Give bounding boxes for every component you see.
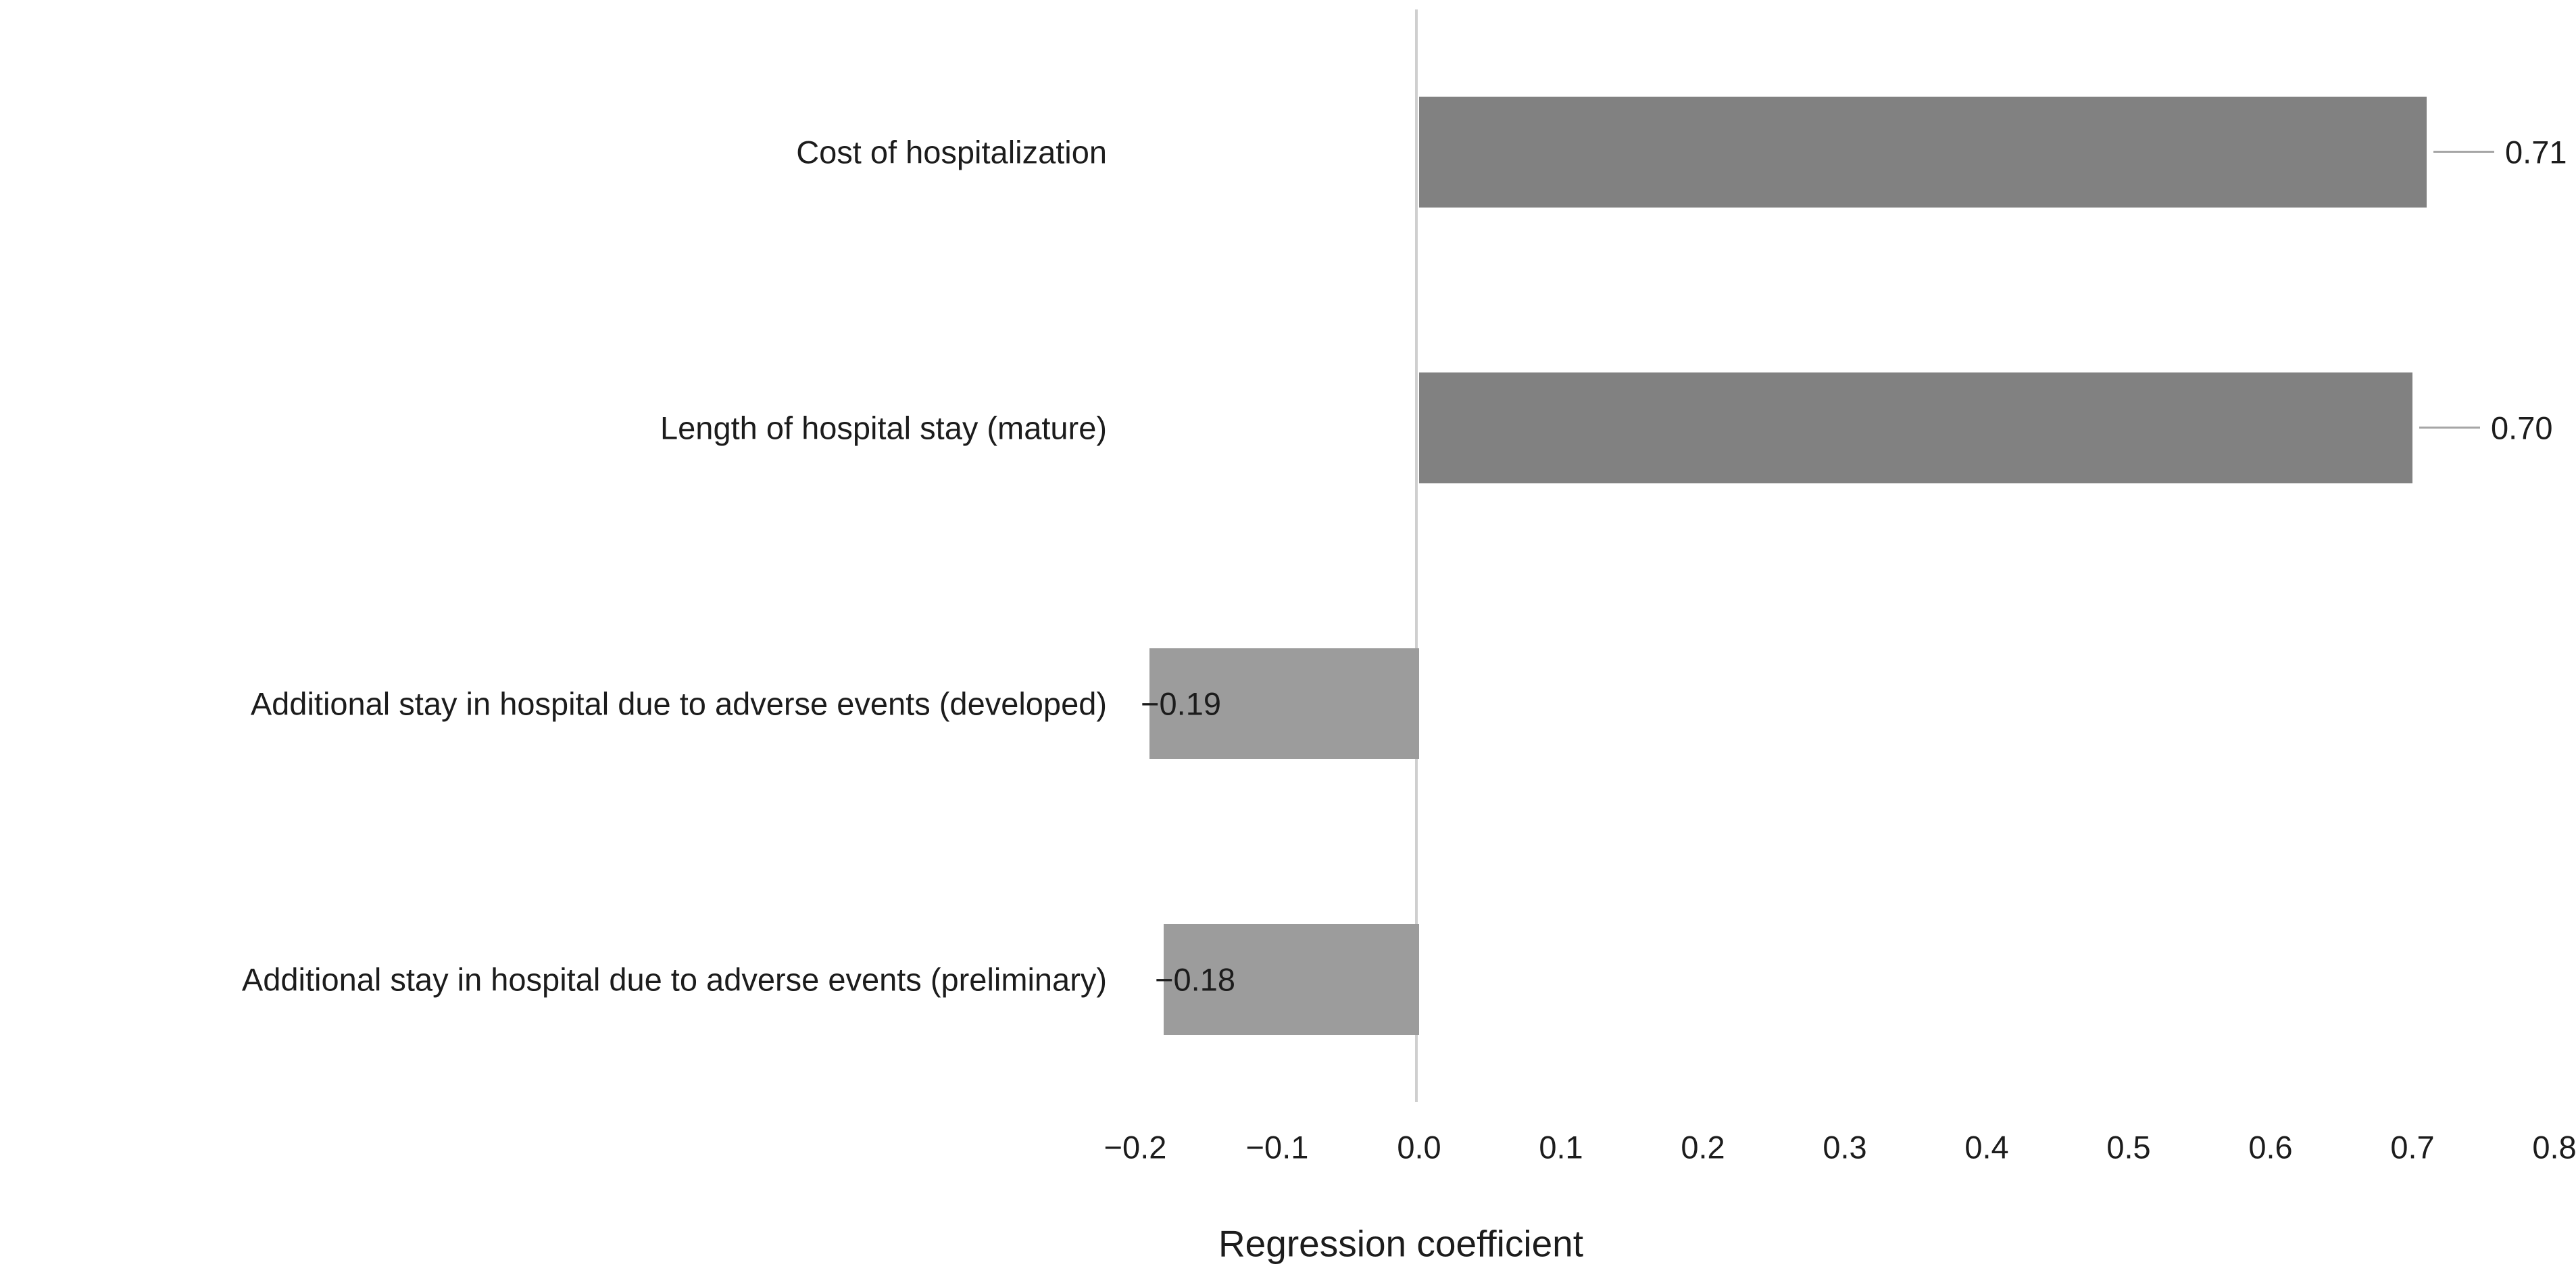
leader-line xyxy=(2419,427,2480,429)
bar xyxy=(1419,97,2427,208)
x-axis-tick-label: 0.4 xyxy=(1964,1129,2009,1165)
leader-line xyxy=(2433,151,2494,153)
bar xyxy=(1164,924,1419,1035)
x-axis-tick-label: −0.1 xyxy=(1245,1129,1309,1165)
x-axis-title: Regression coefficient xyxy=(1218,1222,1584,1265)
x-axis-tick-label: 0.8 xyxy=(2532,1129,2576,1165)
value-label: −0.19 xyxy=(1141,685,1221,722)
value-label: 0.71 xyxy=(2505,134,2567,170)
x-axis-tick-label: 0.3 xyxy=(1823,1129,1867,1165)
category-label: Cost of hospitalization xyxy=(796,134,1107,170)
category-label: Additional stay in hospital due to adver… xyxy=(250,685,1107,722)
x-axis-tick-label: 0.0 xyxy=(1397,1129,1441,1165)
x-axis-tick-label: −0.2 xyxy=(1104,1129,1167,1165)
value-label: −0.18 xyxy=(1155,961,1235,998)
bar xyxy=(1149,648,1419,759)
x-axis-tick-label: 0.2 xyxy=(1681,1129,1725,1165)
bar xyxy=(1419,372,2412,483)
zero-axis-line xyxy=(1415,9,1418,1102)
x-axis-tick-label: 0.5 xyxy=(2106,1129,2151,1165)
category-label: Additional stay in hospital due to adver… xyxy=(241,961,1107,998)
x-axis-tick-label: 0.7 xyxy=(2390,1129,2435,1165)
value-label: 0.70 xyxy=(2491,410,2553,446)
x-axis-tick-label: 0.6 xyxy=(2248,1129,2293,1165)
category-label: Length of hospital stay (mature) xyxy=(660,410,1107,446)
x-axis-tick-label: 0.1 xyxy=(1539,1129,1583,1165)
